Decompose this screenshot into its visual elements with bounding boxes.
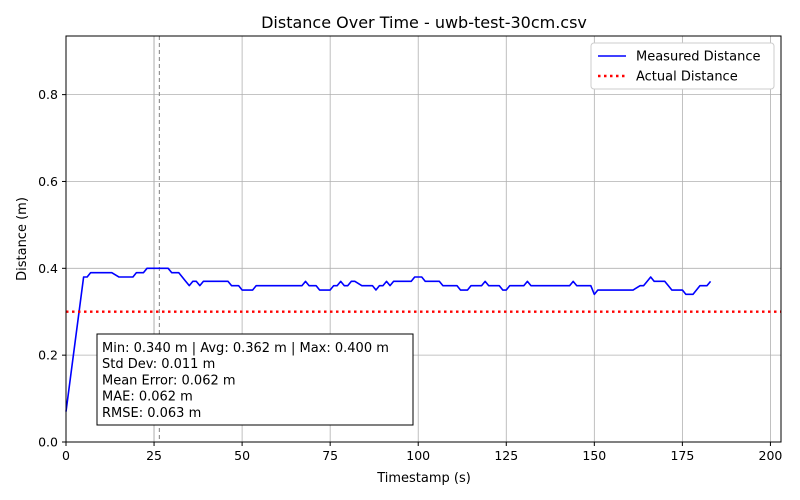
x-tick-label: 0: [62, 448, 70, 463]
y-tick-label: 0.6: [38, 174, 58, 189]
x-tick-label: 100: [406, 448, 430, 463]
x-tick-label: 25: [146, 448, 162, 463]
x-tick-label: 75: [322, 448, 338, 463]
stats-line: Min: 0.340 m | Avg: 0.362 m | Max: 0.400…: [102, 341, 389, 356]
legend-label: Measured Distance: [636, 50, 760, 65]
y-tick-label: 0.8: [38, 87, 58, 102]
plot-frame: [65, 35, 782, 443]
x-tick-label: 200: [759, 448, 783, 463]
legend-label: Actual Distance: [636, 70, 738, 85]
x-tick-label: 125: [494, 448, 518, 463]
legend: Measured Distance Actual Distance: [590, 42, 775, 90]
x-tick-label: 50: [234, 448, 250, 463]
series-line-measured: [65, 267, 712, 412]
y-tick-label: 0.0: [38, 435, 58, 450]
stats-line: RMSE: 0.063 m: [102, 406, 201, 421]
y-tick-label: 0.2: [38, 348, 58, 363]
stats-line: Mean Error: 0.062 m: [102, 373, 236, 388]
stats-box: Min: 0.340 m | Avg: 0.362 m | Max: 0.400…: [96, 333, 414, 426]
x-tick-label: 150: [582, 448, 606, 463]
stats-line: Std Dev: 0.011 m: [102, 357, 215, 372]
stats-line: MAE: 0.062 m: [102, 390, 193, 405]
stats-box-frame: [96, 333, 414, 426]
chart-title: Distance Over Time - uwb-test-30cm.csv: [261, 13, 587, 32]
legend-frame: [590, 42, 775, 90]
x-axis-label: Timestamp (s): [376, 471, 471, 486]
y-tick-label: 0.4: [38, 261, 58, 276]
x-tick-label: 175: [670, 448, 694, 463]
y-axis-label: Distance (m): [15, 197, 30, 281]
